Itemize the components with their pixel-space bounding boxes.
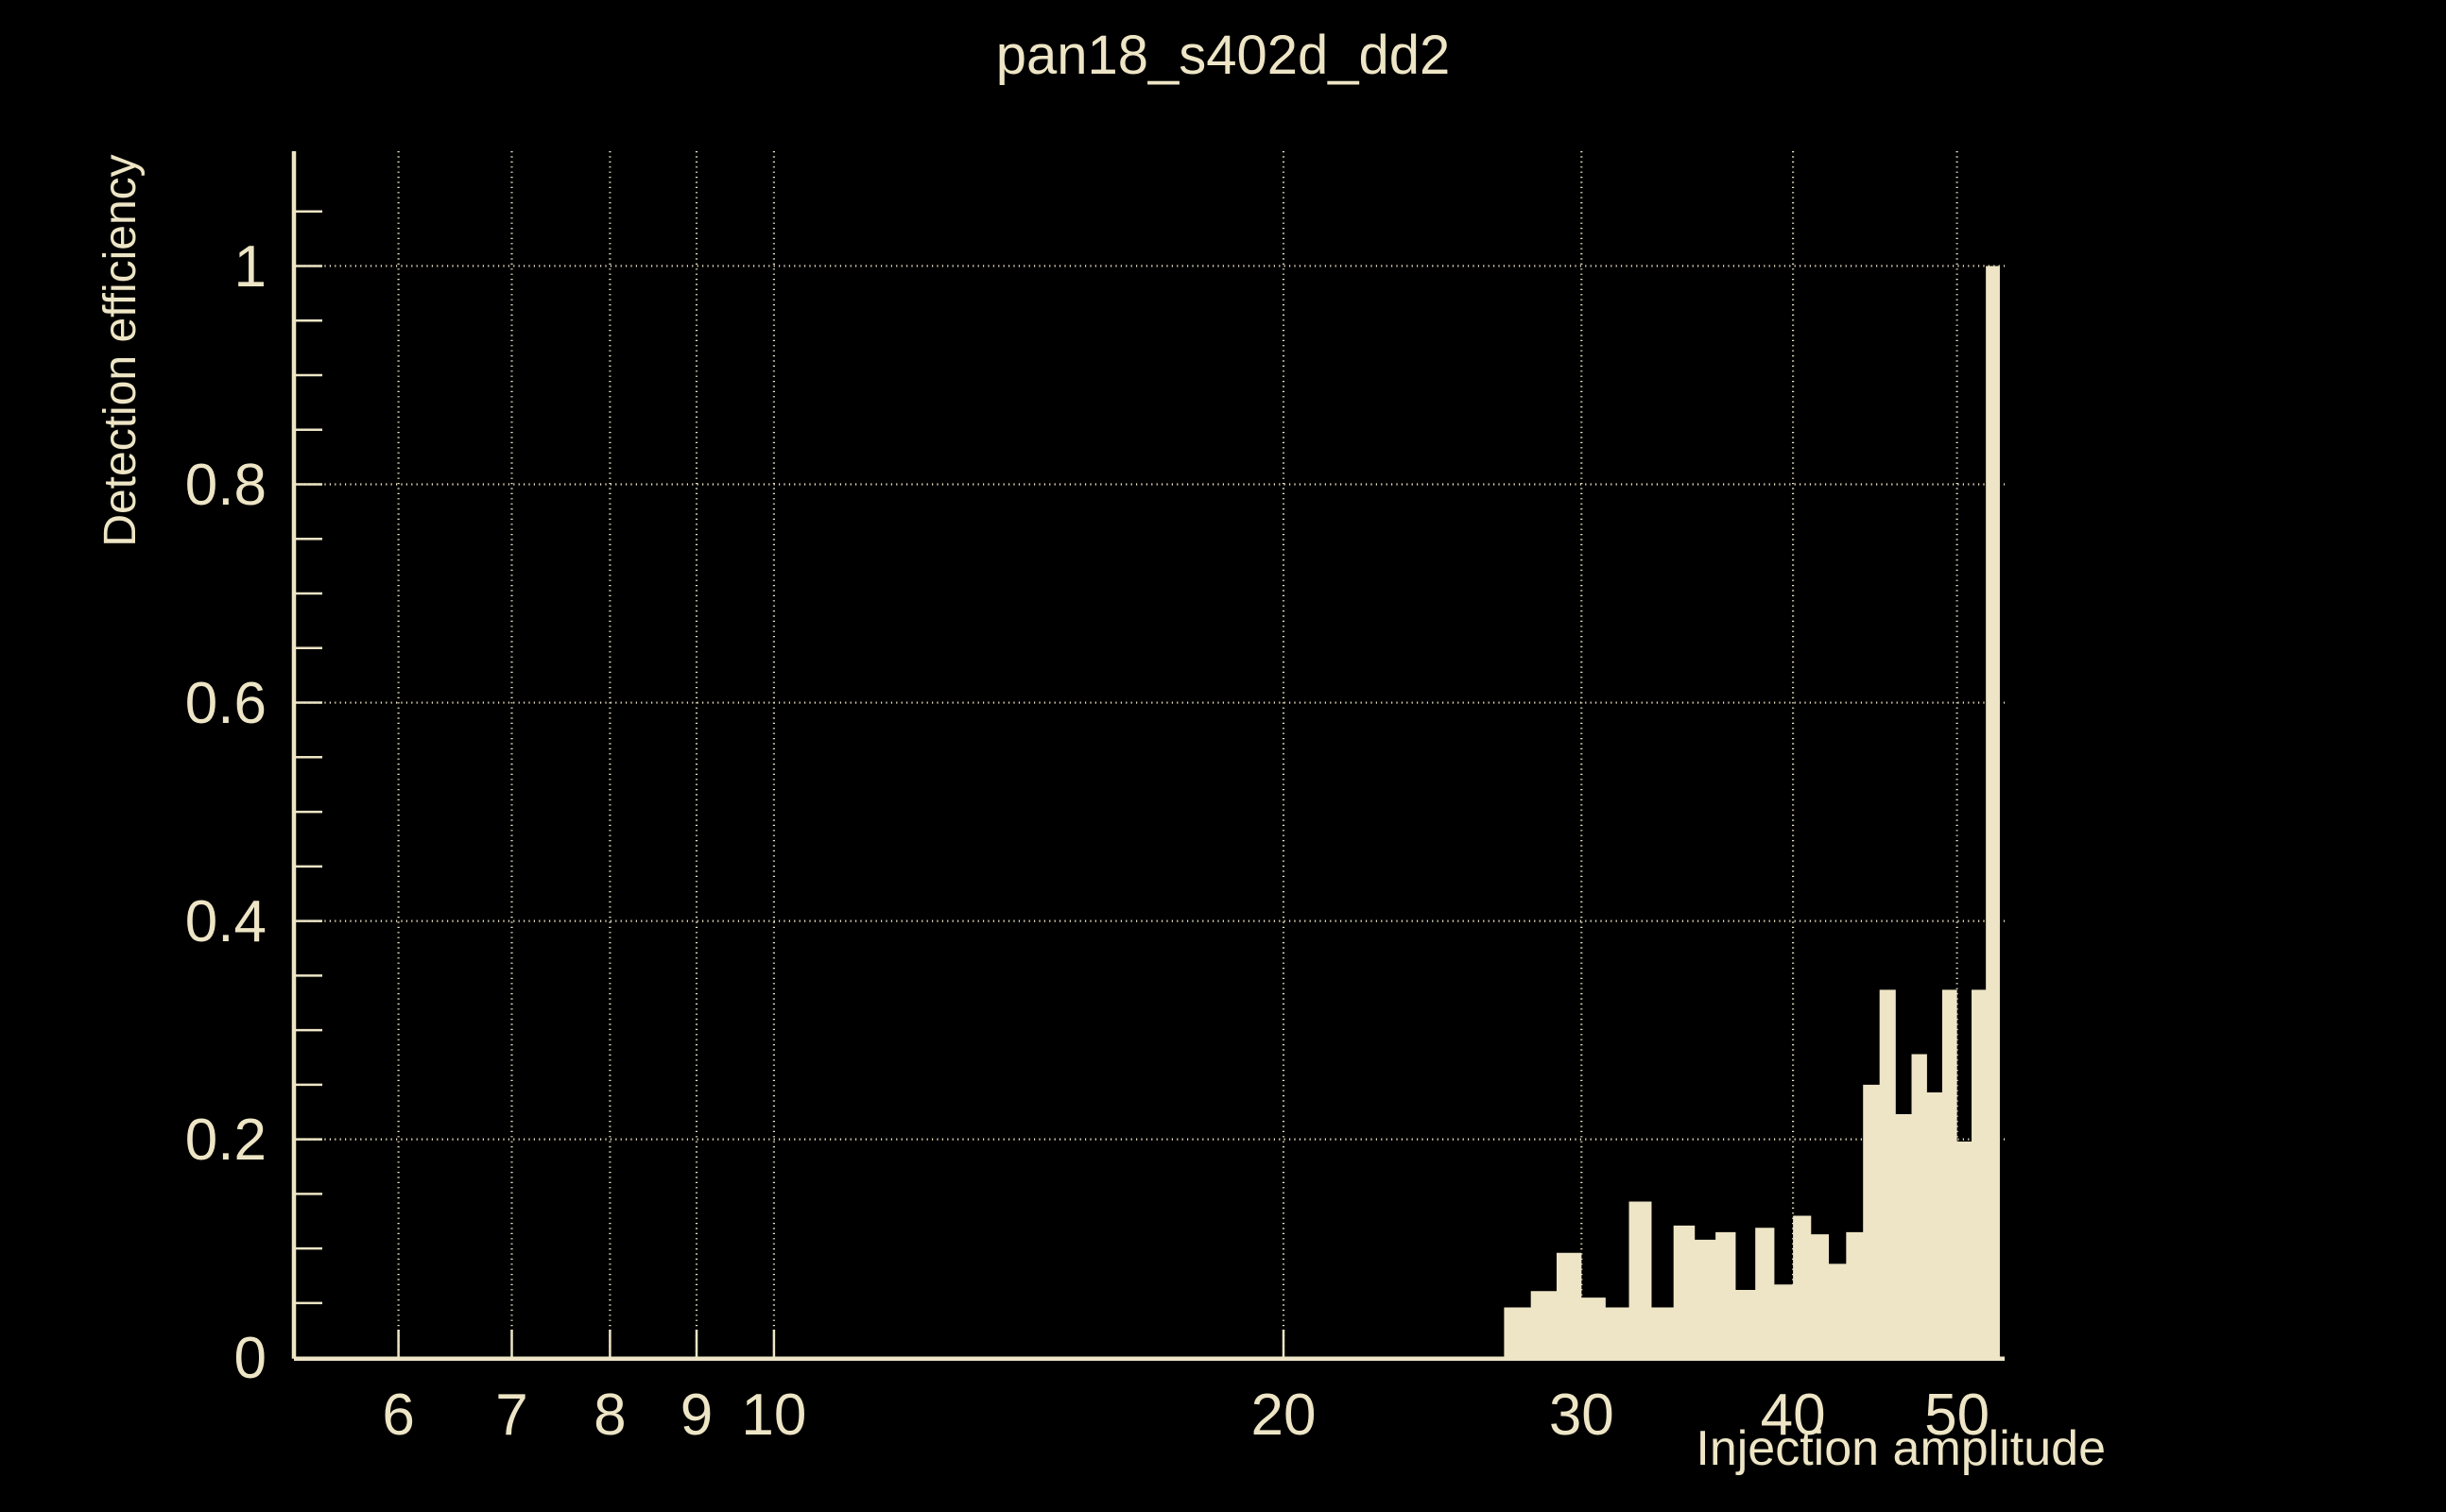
svg-text:Injection amplitude: Injection amplitude xyxy=(1696,1421,2106,1476)
svg-text:0.6: 0.6 xyxy=(185,671,267,736)
svg-text:pan18_s402d_dd2: pan18_s402d_dd2 xyxy=(996,25,1451,86)
svg-text:10: 10 xyxy=(741,1383,806,1448)
svg-text:Detection efficiency: Detection efficiency xyxy=(95,154,146,546)
svg-text:0: 0 xyxy=(234,1326,267,1391)
svg-text:0.8: 0.8 xyxy=(185,453,267,518)
svg-text:8: 8 xyxy=(594,1383,626,1448)
svg-text:0.2: 0.2 xyxy=(185,1108,267,1173)
svg-text:30: 30 xyxy=(1549,1383,1614,1448)
svg-text:7: 7 xyxy=(495,1383,527,1448)
svg-text:1: 1 xyxy=(234,234,267,300)
svg-text:20: 20 xyxy=(1251,1383,1317,1448)
svg-text:6: 6 xyxy=(382,1383,414,1448)
svg-text:0.4: 0.4 xyxy=(185,889,267,954)
svg-text:9: 9 xyxy=(680,1383,713,1448)
